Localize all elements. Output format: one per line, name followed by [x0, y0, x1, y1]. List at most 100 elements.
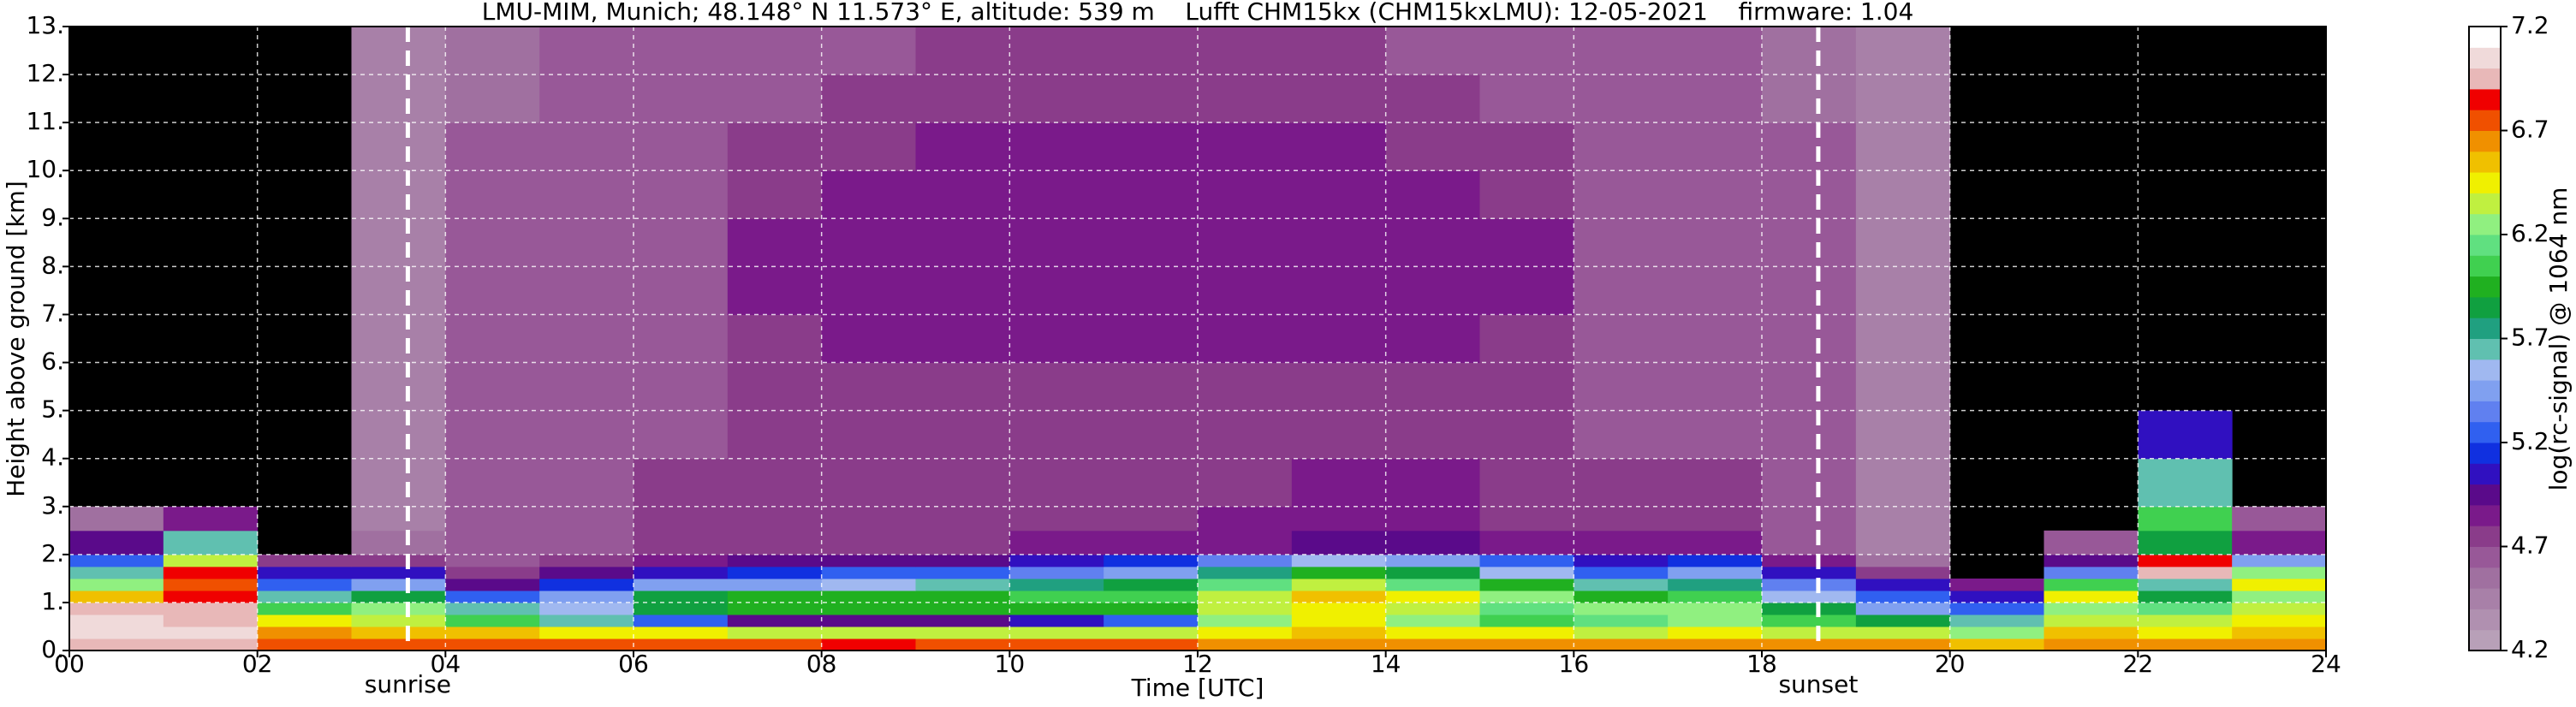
heatmap-cell [727, 626, 823, 639]
heatmap-cell [1198, 578, 1293, 591]
heatmap-cell [2232, 530, 2327, 556]
y-tick-label: 5. [41, 395, 64, 424]
heatmap-cell [1291, 614, 1387, 627]
y-tick-label: 12. [26, 59, 64, 87]
heatmap-cell [821, 506, 916, 532]
heatmap-cell [1479, 122, 1574, 171]
heatmap-cell [2138, 638, 2233, 651]
heatmap-cell [445, 554, 540, 567]
heatmap-cell [915, 170, 1010, 219]
heatmap-cell [1198, 362, 1293, 412]
heatmap-cell [1385, 27, 1480, 75]
heatmap-cell [1009, 362, 1104, 412]
heatmap-cell [1104, 602, 1199, 615]
heatmap-cell [821, 314, 916, 364]
heatmap-cell [445, 122, 540, 171]
heatmap-cell [1479, 638, 1574, 651]
heatmap-cell [2044, 614, 2139, 627]
heatmap-cell [1762, 602, 1857, 615]
heatmap-cell [1104, 506, 1199, 532]
heatmap-cell [2232, 506, 2327, 532]
heatmap-cell [1668, 566, 1763, 579]
heatmap-cell [1855, 614, 1951, 627]
heatmap-cell [1104, 170, 1199, 219]
heatmap-cell [634, 638, 729, 651]
heatmap-cell [163, 626, 259, 639]
heatmap-cell [1574, 314, 1669, 364]
heatmap-cell [1479, 27, 1574, 75]
heatmap-cell [1762, 458, 1857, 508]
heatmap-cell [1855, 218, 1951, 267]
heatmap-cell [1104, 74, 1199, 123]
heatmap-cell [1104, 314, 1199, 364]
colorbar-tick-label: 4.7 [2511, 532, 2549, 560]
heatmap-cell [1479, 314, 1574, 364]
heatmap-cell [821, 626, 916, 639]
heatmap-cell [634, 27, 729, 75]
heatmap-cell [1104, 566, 1199, 579]
heatmap-cell [915, 362, 1010, 412]
heatmap-cell [1762, 626, 1857, 639]
heatmap-cell [1668, 458, 1763, 508]
heatmap-cell [1385, 458, 1480, 508]
heatmap-cell [539, 410, 634, 460]
heatmap-cell [727, 27, 823, 75]
heatmap-cell [539, 362, 634, 412]
heatmap-cell [915, 626, 1010, 639]
heatmap-cell [1855, 578, 1951, 591]
heatmap-cell [821, 458, 916, 508]
annotation-label: sunset [1778, 670, 1858, 698]
heatmap-cell [634, 578, 729, 591]
colorbar-swatch [2469, 567, 2501, 589]
heatmap-cell [445, 590, 540, 603]
heatmap-cell [1198, 530, 1293, 556]
heatmap-cell [69, 554, 164, 567]
heatmap-cell [257, 590, 352, 603]
heatmap-cell [727, 578, 823, 591]
heatmap-cell [2044, 626, 2139, 639]
heatmap-cell [634, 614, 729, 627]
x-tick-label: 16 [1559, 650, 1590, 678]
heatmap-cell [1385, 626, 1480, 639]
heatmap-cell [2232, 554, 2327, 567]
heatmap-cell [1668, 122, 1763, 171]
heatmap-cell [915, 554, 1010, 567]
y-tick-label: 13. [26, 11, 64, 39]
colorbar-swatch [2469, 588, 2501, 609]
x-tick-label: 00 [54, 650, 85, 678]
heatmap-cell [1762, 590, 1857, 603]
x-tick-label: 18 [1746, 650, 1777, 678]
plot-frame [68, 26, 2327, 651]
heatmap-cell [1291, 590, 1387, 603]
colorbar-swatch [2469, 463, 2501, 485]
heatmap-cell [539, 266, 634, 315]
heatmap-cell [1668, 170, 1763, 219]
heatmap-cell [1668, 314, 1763, 364]
heatmap-cell [1855, 566, 1951, 579]
heatmap-cell [539, 554, 634, 567]
heatmap-cell [1198, 554, 1293, 567]
heatmap-cell [2138, 410, 2233, 460]
heatmap-cell [634, 314, 729, 364]
heatmap-cell [1009, 506, 1104, 532]
heatmap-cell [1198, 566, 1293, 579]
heatmap-cell [1385, 566, 1480, 579]
heatmap-cell [1949, 590, 2044, 603]
heatmap-cell [539, 590, 634, 603]
heatmap-cell [1198, 614, 1293, 627]
heatmap-cell [1949, 638, 2044, 651]
heatmap-cell [2044, 530, 2139, 556]
heatmap-cell [915, 122, 1010, 171]
heatmap-cell [445, 626, 540, 639]
colorbar-tick-label: 5.2 [2511, 427, 2549, 455]
heatmap-cell [1104, 27, 1199, 75]
heatmap-cell [915, 602, 1010, 615]
colorbar-swatch [2469, 88, 2501, 110]
heatmap-cell [1574, 458, 1669, 508]
heatmap-cell [821, 266, 916, 315]
colorbar-swatch [2469, 213, 2501, 235]
colorbar-tick-label: 6.2 [2511, 219, 2549, 247]
colorbar-tick-label: 7.2 [2511, 11, 2549, 39]
heatmap-cell [1855, 170, 1951, 219]
colorbar-label: log(rc-signal) @ 1064 nm [2544, 187, 2573, 491]
